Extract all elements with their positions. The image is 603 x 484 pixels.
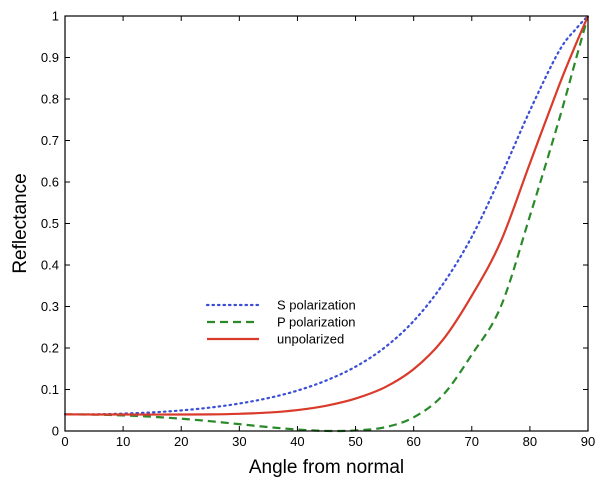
y-tick-label: 0.9 xyxy=(41,50,59,65)
series-line-unpolarized xyxy=(64,15,590,416)
legend-label: P polarization xyxy=(277,315,356,330)
x-tick-label: 20 xyxy=(174,434,188,449)
series-line-p-polarization xyxy=(64,15,590,433)
legend: S polarization P polarization unpolarized xyxy=(205,298,356,347)
x-tick-label: 90 xyxy=(581,434,595,449)
series-line-s-polarization xyxy=(63,14,590,416)
y-tick-label: 0.1 xyxy=(41,382,59,397)
y-tick-label: 0.8 xyxy=(41,92,59,107)
x-tick-label: 80 xyxy=(523,434,537,449)
y-tick-label: 0 xyxy=(52,424,59,439)
x-axis: 0 10 20 30 40 50 60 70 80 90 xyxy=(61,16,595,449)
y-axis-title: Reflectance xyxy=(10,173,31,273)
y-tick-label: 0.3 xyxy=(41,299,59,314)
y-tick-label: 1 xyxy=(52,9,59,24)
y-tick-label: 0.2 xyxy=(41,341,59,356)
x-tick-label: 50 xyxy=(348,434,362,449)
x-tick-label: 60 xyxy=(406,434,420,449)
legend-label: unpolarized xyxy=(277,332,344,347)
plot-lines xyxy=(63,14,590,433)
x-tick-label: 40 xyxy=(290,434,304,449)
x-tick-label: 70 xyxy=(465,434,479,449)
x-tick-label: 30 xyxy=(232,434,246,449)
y-tick-label: 0.6 xyxy=(41,175,59,190)
plot-frame xyxy=(64,15,589,432)
legend-label: S polarization xyxy=(277,298,356,313)
y-tick-label: 0.5 xyxy=(41,216,59,231)
y-axis: 0 0.1 0.2 0.3 0.4 0.5 0.6 0.7 0.8 0.9 1 xyxy=(41,9,588,439)
y-tick-label: 0.4 xyxy=(41,258,59,273)
x-tick-label: 0 xyxy=(61,434,68,449)
x-axis-title: Angle from normal xyxy=(249,457,404,478)
x-tick-label: 10 xyxy=(116,434,130,449)
y-tick-label: 0.7 xyxy=(41,133,59,148)
